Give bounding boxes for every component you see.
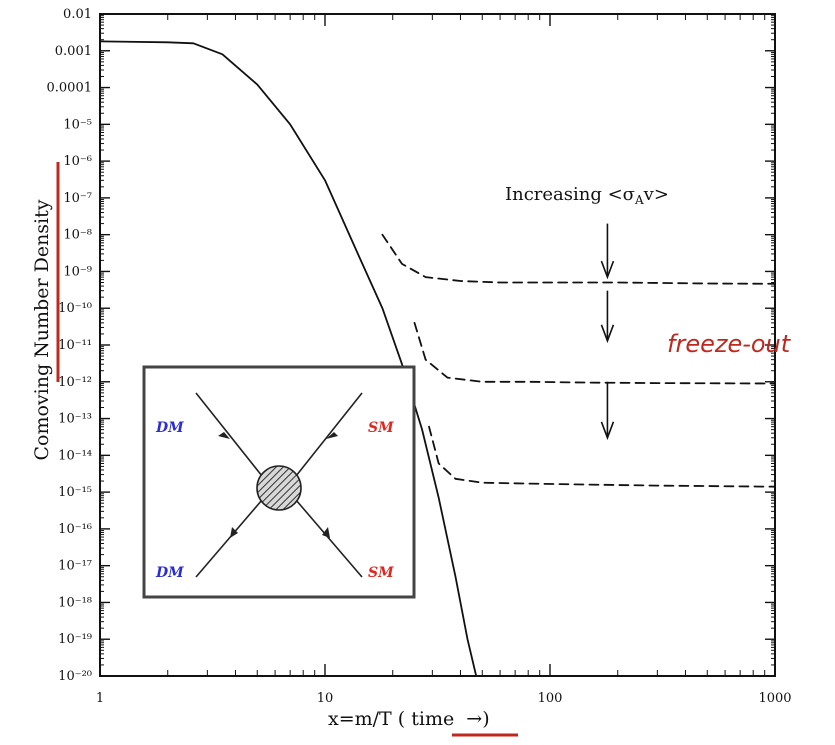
series-curves	[99, 40, 776, 677]
y-tick-label: 10⁻¹⁹	[58, 632, 92, 647]
y-tick-label: 10⁻⁸	[63, 228, 92, 243]
sm-label-top: SM	[368, 420, 394, 436]
arrow-head-0	[600, 260, 615, 280]
leg-bottom-left	[195, 499, 263, 578]
freeze-out-curve-2	[413, 322, 776, 385]
arrow-head-2	[600, 421, 615, 441]
y-tick-label: 10⁻¹⁵	[58, 485, 92, 500]
y-tick-label: 10⁻¹⁶	[58, 522, 92, 537]
y-tick-label: 10⁻⁵	[63, 117, 92, 132]
y-tick-label: 10⁻⁶	[63, 154, 92, 169]
y-tick-label: 0.001	[55, 44, 92, 59]
y-axis-title: Comoving Number Density	[31, 199, 53, 460]
sm-label-bottom: SM	[368, 565, 394, 581]
y-tick-label: 10⁻¹⁴	[58, 448, 92, 463]
arrow-top-right	[326, 432, 338, 439]
x-axis-title-paren: (	[398, 708, 405, 730]
dm-label-top: DM	[155, 420, 184, 436]
annihilation-diagram-inset: DM DM SM SM	[142, 365, 416, 599]
freeze-out-curve-3	[428, 425, 776, 488]
arrow-bottom-right	[322, 527, 330, 538]
y-tick-label: 10⁻²⁰	[58, 669, 92, 684]
leg-top-right	[295, 392, 363, 477]
increasing-annotation: Increasing <σAv>	[505, 184, 669, 207]
interaction-blob	[256, 465, 302, 511]
increasing-annotation-sub: A	[634, 193, 644, 207]
y-tick-label: 10⁻¹⁰	[58, 301, 92, 316]
arrow-bottom-left	[230, 527, 238, 538]
arrow-head-1	[600, 324, 615, 344]
equilibrium-curve	[99, 40, 478, 677]
y-tick-labels: 0.01 0.001 0.0001 10⁻⁵ 10⁻⁶ 10⁻⁷ 10⁻⁸ 10⁻⁹ 10⁻¹⁰…	[47, 7, 93, 684]
x-tick-label: 10	[317, 691, 334, 706]
y-tick-label: 10⁻¹⁸	[58, 595, 92, 610]
x-axis-title-arrow: →)	[466, 708, 489, 730]
plot-frame	[99, 13, 776, 677]
x-axis-title-time: time	[411, 708, 454, 730]
increasing-annotation-end: v>	[643, 184, 669, 205]
x-axis-title-main: x=m/T	[328, 708, 392, 730]
leg-top-left	[195, 392, 263, 477]
coupling-arrows	[600, 223, 615, 441]
freeze-out-label: freeze-out	[667, 330, 792, 358]
increasing-annotation-text: Increasing <σ	[505, 184, 635, 205]
leg-bottom-right	[295, 499, 363, 578]
x-axis-title: x=m/T ( time →)	[328, 708, 490, 730]
freeze-out-curve-1	[381, 233, 776, 285]
x-tick-labels: 1 10 100 1000	[96, 691, 792, 706]
arrow-top-left	[218, 432, 230, 439]
x-tick-label: 1000	[758, 691, 791, 706]
y-tick-label: 0.0001	[47, 81, 93, 96]
y-tick-label: 10⁻¹¹	[58, 338, 92, 353]
x-tick-label: 1	[96, 691, 104, 706]
dm-label-bottom: DM	[155, 565, 184, 581]
y-tick-label: 10⁻¹³	[58, 412, 92, 427]
x-tick-label: 100	[538, 691, 563, 706]
y-tick-label: 10⁻¹²	[58, 375, 92, 390]
y-tick-label: 10⁻¹⁷	[58, 559, 92, 574]
y-tick-label: 10⁻⁹	[63, 264, 92, 279]
y-tick-label: 0.01	[63, 7, 92, 22]
y-tick-label: 10⁻⁷	[63, 191, 92, 206]
